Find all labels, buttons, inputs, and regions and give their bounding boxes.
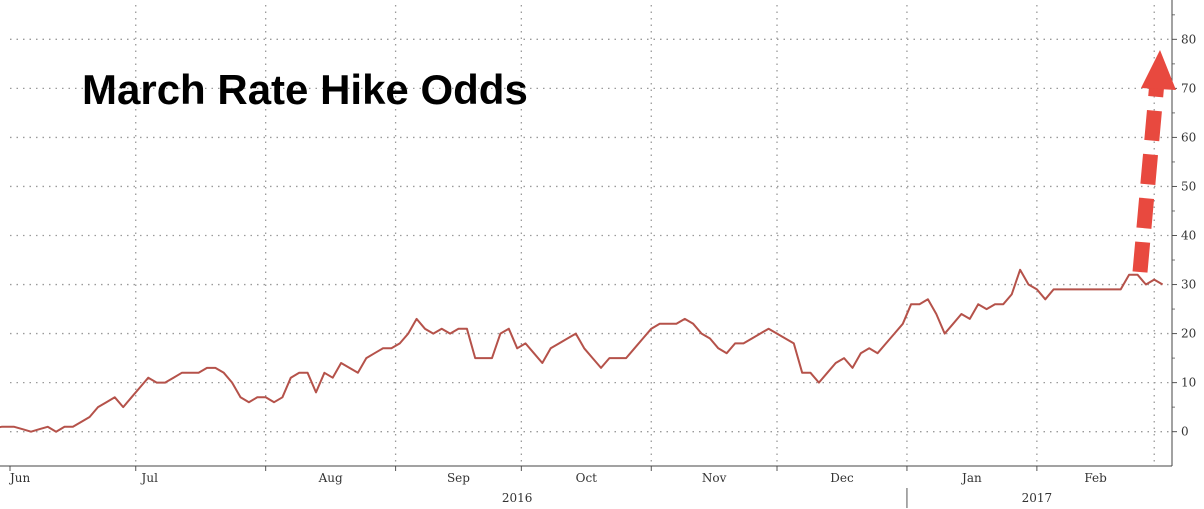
chart-title: March Rate Hike Odds	[82, 66, 528, 113]
arrow-shaft	[1132, 81, 1165, 273]
tick-labels: 0 10 20 30 40 50 60 70 80 Jun Jul Aug Sep Oct Nov Dec Ja…	[8, 32, 1196, 505]
y-tick-label: 70	[1181, 81, 1196, 95]
x-tick-label: Aug	[318, 471, 343, 485]
y-tick-label: 60	[1181, 130, 1196, 144]
year-label: 2017	[1022, 491, 1053, 505]
x-tick-label: Nov	[702, 471, 727, 485]
y-tick-label: 0	[1181, 425, 1189, 439]
x-tick-label: Oct	[576, 471, 598, 485]
y-tick-label: 80	[1181, 32, 1196, 46]
y-tick-label: 30	[1181, 278, 1196, 292]
axes	[0, 0, 1177, 508]
gridlines	[10, 5, 1171, 466]
y-tick-label: 50	[1181, 179, 1196, 193]
y-tick-label: 20	[1181, 327, 1196, 341]
x-tick-label: Feb	[1084, 471, 1107, 485]
year-label: 2016	[502, 491, 533, 505]
arrow-head	[1141, 50, 1176, 90]
x-tick-label: Sep	[447, 471, 470, 485]
y-tick-label: 10	[1181, 376, 1196, 390]
x-tick-label: Jul	[140, 471, 159, 485]
x-tick-label: Jan	[960, 471, 982, 485]
annotation-arrow	[1132, 50, 1176, 273]
series-line	[0, 268, 1164, 433]
x-tick-label: Dec	[830, 471, 854, 485]
x-tick-label: Jun	[8, 471, 31, 485]
y-tick-label: 40	[1181, 229, 1196, 243]
